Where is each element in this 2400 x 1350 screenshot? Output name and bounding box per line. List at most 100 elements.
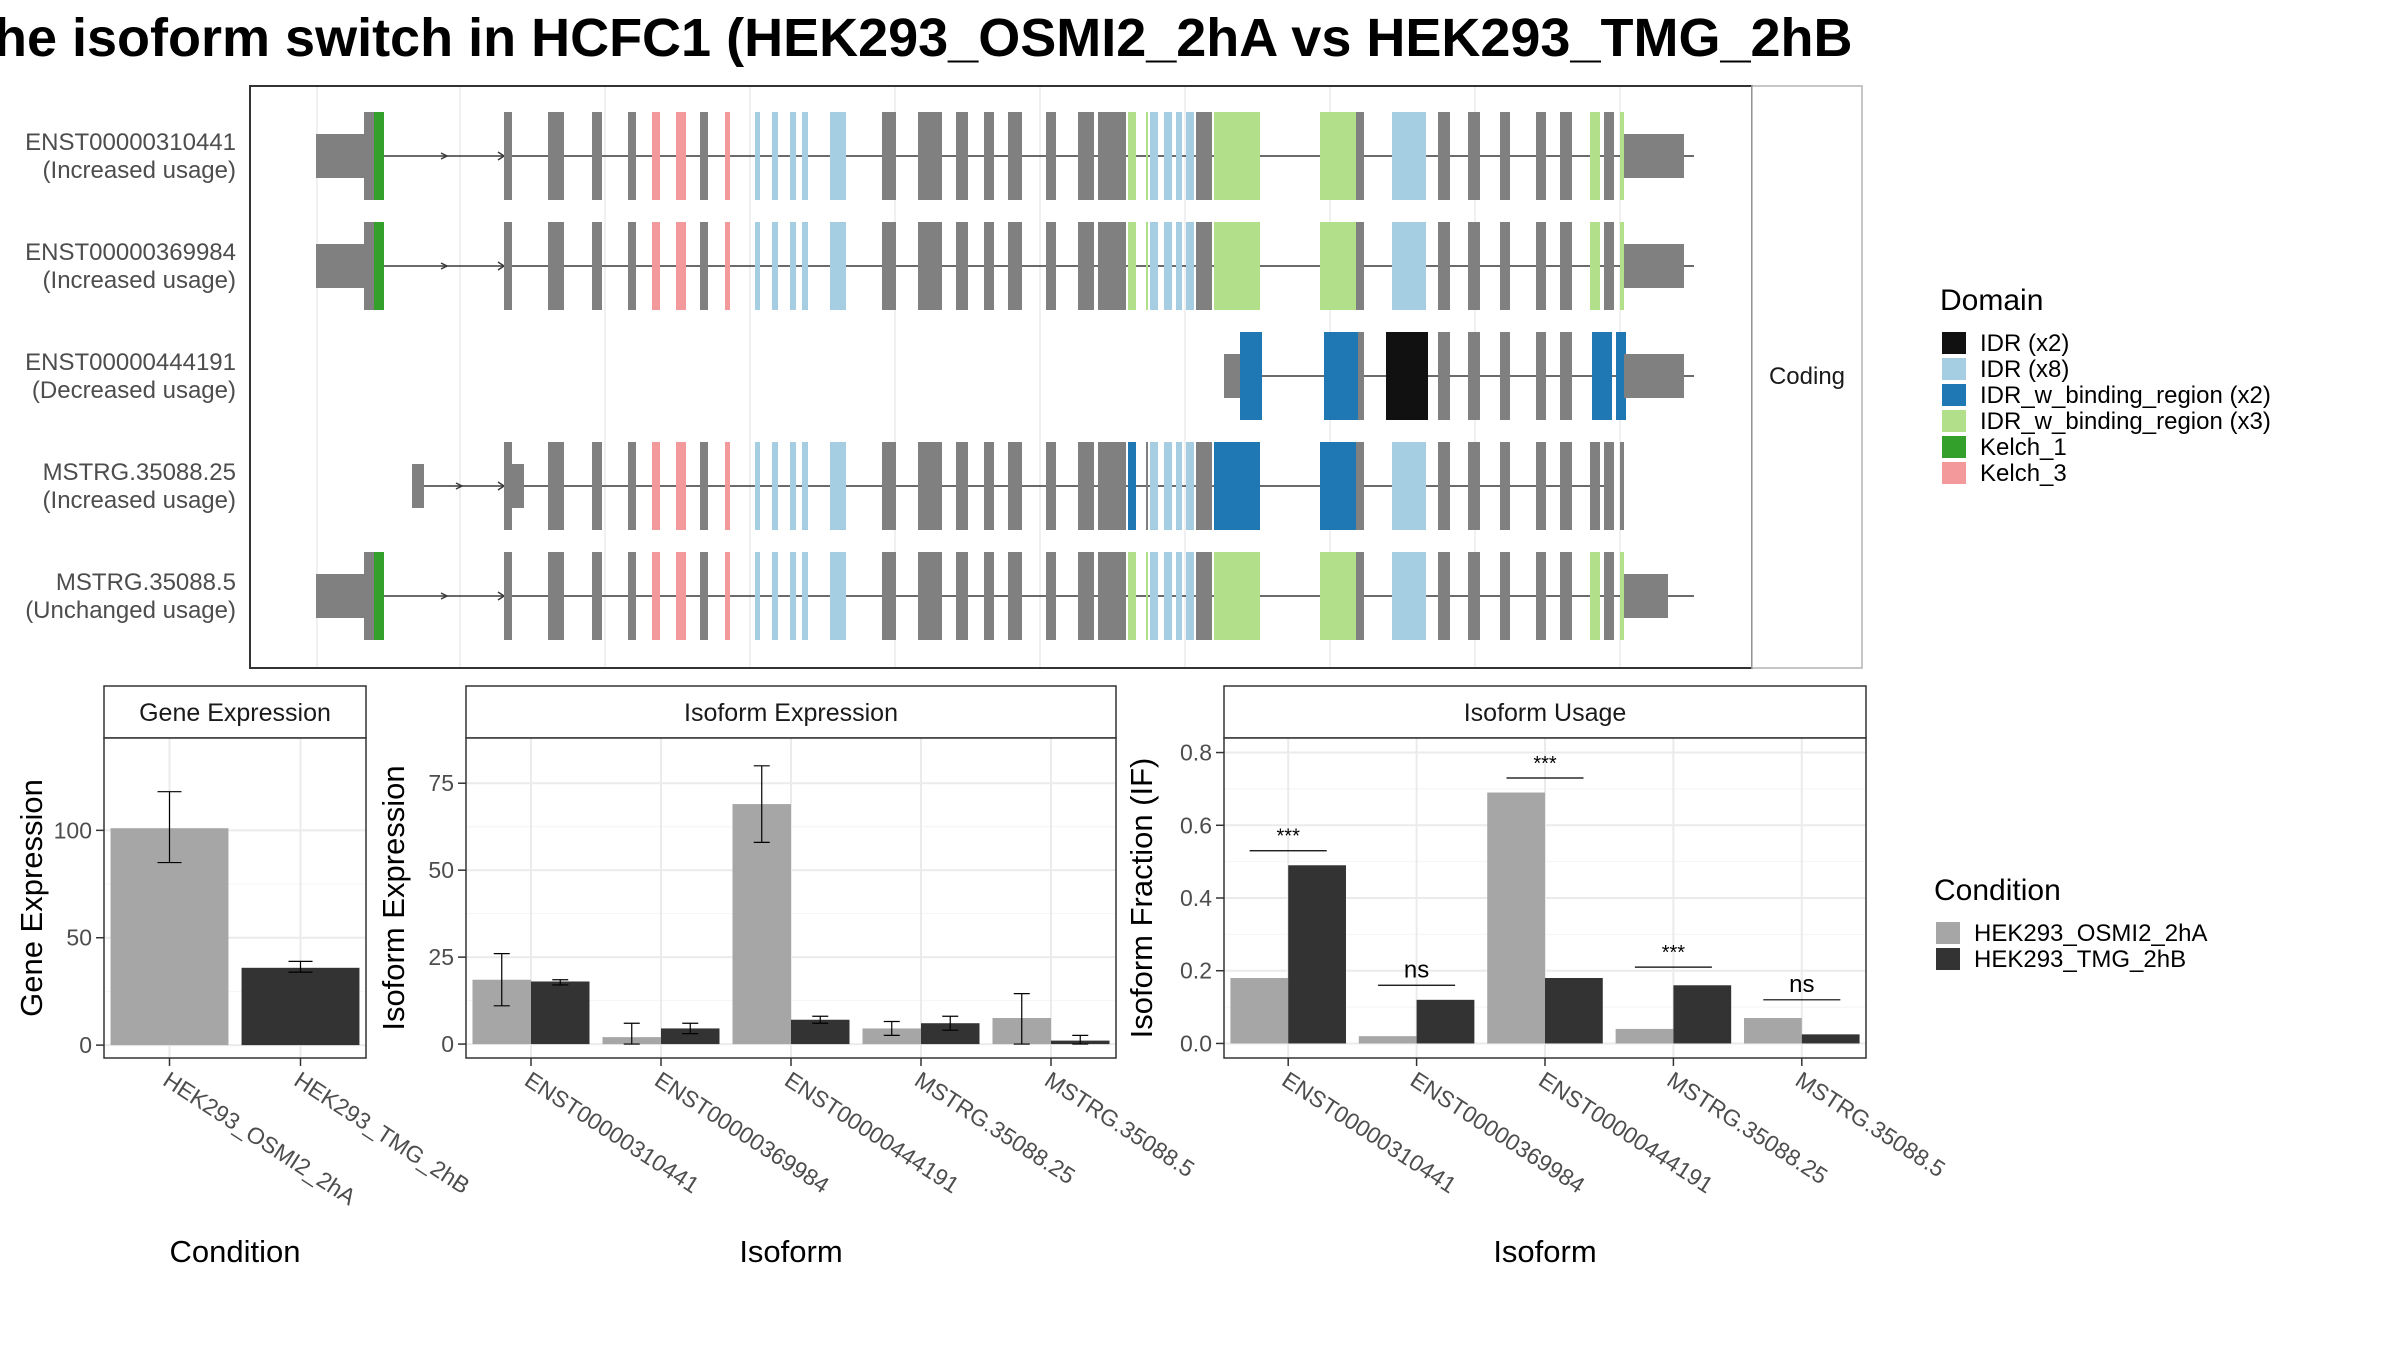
significance-label: ***: [1277, 826, 1301, 848]
exon-block: [755, 442, 760, 530]
plot-border: [103, 737, 367, 1059]
exon-block: [882, 222, 896, 310]
significance-label: ns: [1789, 971, 1814, 998]
exon-block: [548, 552, 564, 640]
exon-block: [772, 222, 778, 310]
domain-legend-label: Kelch_3: [1980, 460, 2067, 487]
exon-block: [1500, 332, 1510, 420]
utr3-block: [1624, 134, 1684, 178]
exon-block: [1560, 332, 1572, 420]
significance-label: ***: [1533, 753, 1557, 775]
exon-block: [1320, 442, 1356, 530]
exon-block: [1196, 552, 1212, 640]
condition-legend-key: [1936, 922, 1960, 944]
exon-block: [1046, 442, 1056, 530]
domain-legend: Domain IDR (x2)IDR (x8)IDR_w_binding_reg…: [1940, 284, 2271, 487]
y-axis-title: Isoform Expression: [376, 765, 411, 1030]
exon-block: [628, 112, 636, 200]
exon-block: [1008, 112, 1022, 200]
isoform-row-mstrg-35088-5: [316, 552, 1694, 640]
exon-block: [1590, 222, 1600, 310]
isoform-usage-label: (Increased usage): [43, 267, 236, 294]
exon-block: [1438, 442, 1450, 530]
bar-hek293_tmg_2hb-mstrg-35088-25: [921, 1023, 980, 1045]
exon-block: [772, 442, 778, 530]
facet-strip-coding: [1751, 85, 1863, 669]
exon-block: [790, 222, 796, 310]
bar-hek293_osmi2_2ha-mstrg-35088-25: [1615, 1028, 1674, 1044]
exon-block: [984, 112, 994, 200]
utr5-block: [316, 574, 364, 618]
exon-block: [1164, 442, 1172, 530]
exon-block: [1468, 442, 1480, 530]
isoform-row-enst00000369984: [316, 222, 1694, 310]
exon-block: [652, 112, 660, 200]
exon-block: [1392, 112, 1402, 200]
exon-block: [1164, 552, 1172, 640]
exon-block: [830, 552, 846, 640]
domain-legend-label: Kelch_1: [1980, 434, 2067, 461]
y-tick-label: 0: [79, 1032, 92, 1058]
exon-block: [755, 112, 760, 200]
exon-block: [956, 552, 968, 640]
domain-legend-label: IDR_w_binding_region (x3): [1980, 408, 2271, 435]
exon-block: [1176, 442, 1182, 530]
exon-block: [1128, 112, 1136, 200]
exon-block: [1320, 112, 1356, 200]
exon-block: [1500, 442, 1510, 530]
exon-block: [1604, 112, 1614, 200]
structure-panel-background: [249, 85, 1753, 669]
exon-block: [1150, 112, 1158, 200]
facet-strip: [103, 685, 367, 739]
bar-hek293_tmg_2hb-mstrg-35088-25: [1673, 985, 1732, 1044]
condition-legend-label: HEK293_TMG_2hB: [1974, 946, 2186, 973]
exon-block: [772, 552, 778, 640]
exon-block: [772, 112, 778, 200]
exon-block: [984, 552, 994, 640]
exon-block: [1356, 112, 1364, 200]
exon-block: [830, 222, 846, 310]
isoform-id-label: ENST00000369984: [25, 239, 236, 266]
exon-block: [755, 222, 760, 310]
exon-block: [1176, 552, 1182, 640]
exon-block: [1046, 112, 1056, 200]
utr3-block: [1624, 574, 1668, 618]
isoform-id-label: MSTRG.35088.25: [43, 459, 236, 486]
domain-legend-label: IDR_w_binding_region (x2): [1980, 382, 2271, 409]
significance-label: ns: [1404, 956, 1429, 983]
exon-block: [790, 112, 796, 200]
exon-block: [504, 112, 512, 200]
exon-block: [1146, 222, 1148, 310]
exon-block: [1146, 442, 1148, 530]
exon-block: [1196, 442, 1212, 530]
exon-block: [1500, 552, 1510, 640]
exon-block: [1468, 112, 1480, 200]
exon-block: [1590, 442, 1600, 530]
exon-block: [1500, 222, 1510, 310]
exon-block: [1616, 332, 1626, 420]
bar-hek293_tmg_2hb-mstrg-35088-5: [1801, 1034, 1860, 1044]
exon-block: [725, 442, 730, 530]
bar-panels: Gene Expression050100HEK293_OSMI2_2hAHEK…: [14, 685, 1950, 1269]
significance-label: ***: [1662, 942, 1686, 964]
utr3-block: [1624, 244, 1684, 288]
condition-legend-title: Condition: [1934, 874, 2061, 907]
exon-block: [1620, 552, 1624, 640]
exon-block: [652, 442, 660, 530]
exon-block: [1590, 112, 1600, 200]
y-tick-label: 75: [428, 770, 454, 796]
exon-block: [1604, 442, 1614, 530]
exon-block: [548, 442, 564, 530]
domain-kelch1-block: [374, 112, 384, 200]
exon-block: [1008, 222, 1022, 310]
intron-arrow: [440, 262, 449, 270]
domain-legend-label: IDR (x8): [1980, 356, 2069, 383]
exon-block: [984, 442, 994, 530]
exon-block: [700, 552, 708, 640]
y-axis-title: Isoform Fraction (IF): [1124, 758, 1159, 1039]
y-tick-label: 100: [54, 817, 92, 843]
exon-block: [1468, 332, 1480, 420]
exon-block: [364, 222, 376, 310]
exon-block: [1536, 552, 1546, 640]
exon-block: [956, 112, 968, 200]
